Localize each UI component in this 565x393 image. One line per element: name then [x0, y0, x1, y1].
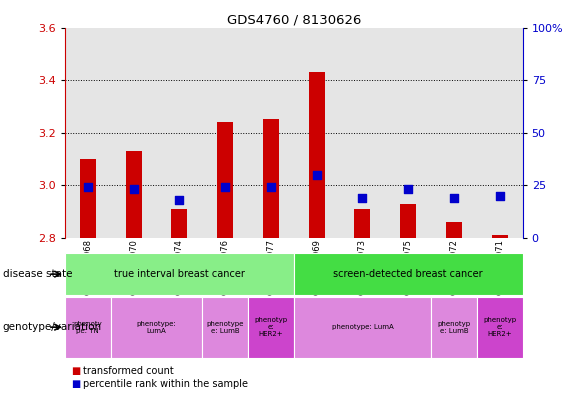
Bar [294, 28, 340, 238]
Bar [125, 151, 142, 238]
Point [175, 197, 184, 203]
Text: disease state: disease state [3, 269, 72, 279]
Bar [248, 297, 294, 358]
Text: phenotype
e: LumB: phenotype e: LumB [206, 321, 244, 334]
Point [495, 193, 504, 199]
Bar [65, 28, 111, 238]
Text: transformed count: transformed count [83, 366, 174, 376]
Bar [65, 253, 294, 295]
Text: phenotyp
e: LumB: phenotyp e: LumB [437, 321, 471, 334]
Bar [202, 297, 248, 358]
Bar [217, 122, 233, 238]
Text: phenoty
pe: TN: phenoty pe: TN [73, 321, 102, 334]
Bar [431, 28, 477, 238]
Bar [202, 28, 248, 238]
Text: phenotyp
e:
HER2+: phenotyp e: HER2+ [483, 317, 516, 337]
Bar [400, 204, 416, 238]
Title: GDS4760 / 8130626: GDS4760 / 8130626 [227, 13, 361, 26]
Bar [354, 209, 371, 238]
Text: screen-detected breast cancer: screen-detected breast cancer [333, 269, 483, 279]
Point [84, 184, 93, 191]
Point [403, 186, 412, 193]
Bar [477, 28, 523, 238]
Bar [263, 119, 279, 238]
Text: ■: ■ [71, 379, 80, 389]
Text: phenotype:
LumA: phenotype: LumA [137, 321, 176, 334]
Bar [157, 28, 202, 238]
Text: ■: ■ [71, 366, 80, 376]
Point [358, 195, 367, 201]
Bar [294, 297, 431, 358]
Text: genotype/variation: genotype/variation [3, 322, 102, 332]
Bar [477, 297, 523, 358]
Bar [492, 235, 508, 238]
Text: phenotyp
e:
HER2+: phenotyp e: HER2+ [254, 317, 288, 337]
Text: phenotype: LumA: phenotype: LumA [332, 324, 393, 330]
Text: percentile rank within the sample: percentile rank within the sample [83, 379, 248, 389]
Bar [111, 28, 157, 238]
Bar [308, 72, 325, 238]
Point [267, 184, 276, 191]
Bar [294, 253, 523, 295]
Bar [248, 28, 294, 238]
Point [450, 195, 459, 201]
Point [312, 172, 321, 178]
Bar [65, 297, 111, 358]
Bar [385, 28, 431, 238]
Bar [340, 28, 385, 238]
Point [129, 186, 138, 193]
Bar [171, 209, 188, 238]
Point [221, 184, 230, 191]
Bar [431, 297, 477, 358]
Bar [111, 297, 202, 358]
Text: true interval breast cancer: true interval breast cancer [114, 269, 245, 279]
Bar [80, 159, 96, 238]
Bar [446, 222, 462, 238]
